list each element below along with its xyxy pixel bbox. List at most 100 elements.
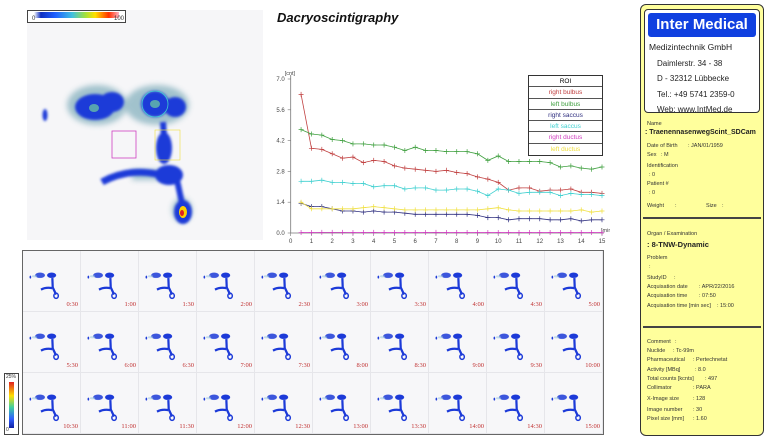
data-point	[578, 230, 584, 236]
data-point	[350, 181, 356, 186]
frame-thumbnail[interactable]: 4:30	[487, 251, 545, 312]
frame-thumbnail[interactable]: 10:00	[545, 312, 603, 373]
frame-thumbnail[interactable]: 3:30	[371, 251, 429, 312]
frame-thumbnail[interactable]: 5:00	[545, 251, 603, 312]
frame-time: 11:30	[179, 423, 194, 430]
x-tick-label: 0	[289, 239, 293, 245]
data-point	[589, 166, 595, 172]
data-point	[495, 215, 501, 221]
data-point	[319, 229, 325, 235]
data-point	[526, 189, 532, 195]
data-point	[319, 177, 325, 183]
frame-thumbnail[interactable]: 6:30	[139, 312, 197, 373]
frame-thumbnail[interactable]: 9:30	[487, 312, 545, 373]
frame-time: 6:00	[124, 362, 136, 369]
data-point	[537, 208, 543, 214]
data-point	[547, 160, 553, 166]
data-point	[454, 170, 460, 175]
frame-thumbnail[interactable]: 3:00	[313, 251, 371, 312]
frame-thumbnail[interactable]: 11:00	[81, 373, 139, 434]
frame-thumbnail[interactable]: 14:30	[487, 373, 545, 434]
frames-colorbar-min: 0	[6, 427, 9, 433]
data-point	[350, 230, 356, 236]
patient-name: : TraenennasenwegScint_SDCam	[645, 129, 756, 136]
frame-image	[87, 272, 118, 300]
frame-thumbnail[interactable]: 12:30	[255, 373, 313, 434]
data-point	[557, 217, 563, 223]
data-point	[423, 185, 429, 191]
frame-time: 10:30	[63, 423, 78, 430]
frame-thumbnail[interactable]: 4:00	[429, 251, 487, 312]
dob-label: Date of Birth	[647, 143, 678, 149]
divider	[643, 326, 761, 328]
frame-thumbnail[interactable]: 12:00	[197, 373, 255, 434]
pixel-size-label: Pixel size [mm]	[647, 416, 684, 422]
report-title: Dacryoscintigraphy	[277, 10, 399, 25]
data-point	[485, 193, 491, 199]
data-point	[506, 217, 512, 223]
time-activity-chart: 0 1 2 3 4 5 6 7 8 9 10 11 12 13 14 150.01.42.84.25.67.0…	[276, 71, 610, 245]
data-point	[526, 208, 532, 214]
frame-thumbnail[interactable]: 6:00	[81, 312, 139, 373]
frame-image	[261, 272, 292, 300]
data-point	[495, 186, 501, 192]
legend-item: left saccus	[529, 121, 602, 133]
data-point	[412, 166, 418, 172]
frame-thumbnail[interactable]: 13:30	[371, 373, 429, 434]
frame-thumbnail[interactable]: 14:00	[429, 373, 487, 434]
frame-image	[29, 394, 60, 422]
x-tick-label: 6	[414, 239, 418, 245]
frame-thumbnail[interactable]: 5:30	[23, 312, 81, 373]
data-point	[516, 208, 522, 214]
frame-thumbnail[interactable]: 1:30	[139, 251, 197, 312]
frame-thumbnail[interactable]: 13:00	[313, 373, 371, 434]
data-point	[402, 165, 408, 171]
sex-label: Sex	[647, 152, 657, 158]
frame-thumbnail[interactable]: 8:00	[313, 312, 371, 373]
data-point	[516, 159, 522, 164]
frame-thumbnail[interactable]: 0:30	[23, 251, 81, 312]
comment-value: :	[675, 339, 677, 345]
frame-thumbnail[interactable]: 11:30	[139, 373, 197, 434]
nuclide-label: Nuclide	[647, 348, 666, 354]
frame-thumbnail[interactable]: 10:30	[23, 373, 81, 434]
data-point	[433, 211, 439, 217]
data-point	[495, 153, 501, 159]
frame-image	[203, 394, 234, 422]
data-point	[568, 186, 574, 192]
frame-thumbnail[interactable]: 9:00	[429, 312, 487, 373]
data-point	[537, 230, 543, 236]
collimator-value: : PARA	[693, 385, 711, 391]
data-point	[381, 183, 387, 189]
data-point	[329, 206, 335, 212]
frame-image	[145, 272, 176, 300]
identification-value: : 0	[649, 172, 656, 178]
frame-thumbnail[interactable]: 8:30	[371, 312, 429, 373]
frame-thumbnail[interactable]: 2:00	[197, 251, 255, 312]
data-point	[340, 155, 346, 161]
image-number-value: : 30	[693, 407, 703, 413]
series-line-left-bulbus	[300, 129, 603, 170]
total-counts-value: : 497	[705, 376, 718, 382]
frame-thumbnail[interactable]: 7:30	[255, 312, 313, 373]
frame-time: 11:00	[121, 423, 136, 430]
data-point	[557, 230, 563, 236]
image-number-label: Image number	[647, 407, 683, 413]
frame-thumbnail[interactable]: 1:00	[81, 251, 139, 312]
data-point	[402, 148, 408, 153]
data-point	[578, 207, 584, 213]
frame-time: 15:00	[585, 423, 600, 430]
tracer-distribution-image	[42, 85, 192, 224]
frame-thumbnail[interactable]: 2:30	[255, 251, 313, 312]
size-value: :	[722, 203, 724, 209]
frame-image	[87, 333, 118, 361]
data-point	[402, 207, 408, 213]
x-tick-label: 8	[455, 239, 459, 245]
pharmaceutical-label: Pharmaceutical	[647, 357, 685, 363]
frame-thumbnail[interactable]: 15:00	[545, 373, 603, 434]
data-point	[589, 230, 595, 236]
frame-time: 2:00	[240, 301, 252, 308]
data-point	[578, 192, 584, 197]
frame-thumbnail[interactable]: 7:00	[197, 312, 255, 373]
frame-time: 10:00	[585, 362, 600, 369]
